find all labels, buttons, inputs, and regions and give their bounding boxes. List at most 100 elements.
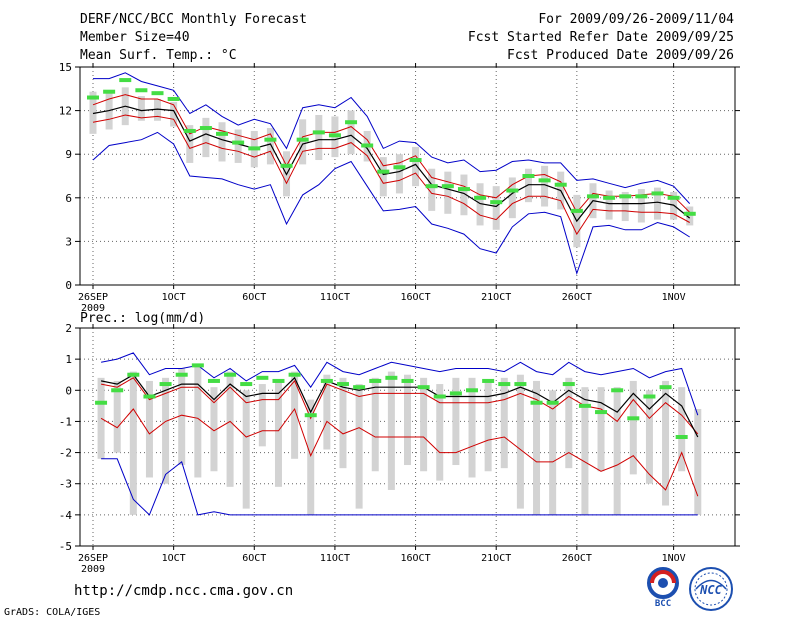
temp-observed-marker	[538, 178, 551, 183]
precip-ensemble-box	[226, 371, 234, 487]
precip-xtick-year: 2009	[81, 564, 105, 575]
precip-ensemble-box	[436, 384, 444, 481]
source-url[interactable]: http://cmdp.ncc.cma.gov.cn	[74, 583, 294, 599]
temp-observed-marker	[651, 191, 664, 196]
temp-observed-marker	[377, 169, 390, 174]
precip-observed-marker	[385, 375, 398, 380]
precip-ensemble-box	[162, 377, 170, 484]
temp-observed-marker	[199, 126, 212, 131]
precip-observed-marker	[482, 378, 495, 383]
temp-observed-marker	[328, 133, 341, 138]
precip-line-outer-lo	[101, 458, 698, 516]
precip-ensemble-box	[645, 390, 653, 484]
precip-xtick-label: 16OCT	[401, 553, 431, 564]
precip-observed-marker	[224, 372, 237, 377]
precip-observed-marker	[417, 385, 430, 390]
precip-ytick-label: -3	[59, 478, 72, 491]
precip-ytick-label: 0	[65, 384, 72, 397]
temp-line-inner-lo	[92, 114, 690, 236]
precip-ensemble-box	[484, 380, 492, 472]
precip-ensemble-box	[549, 390, 557, 515]
temp-observed-marker	[312, 130, 325, 135]
precip-observed-marker	[675, 435, 688, 439]
temp-ensemble-box	[234, 129, 242, 163]
temp-observed-marker	[296, 137, 309, 142]
precip-ensemble-box	[387, 371, 395, 490]
temp-observed-marker	[619, 194, 632, 199]
temp-ensemble-box	[605, 190, 613, 220]
precip-ensemble-box	[468, 377, 476, 478]
precip-xtick-label: 1NOV	[662, 553, 686, 564]
temp-ensemble-box	[524, 168, 532, 203]
precip-observed-marker	[159, 382, 172, 387]
temp-ensemble-box	[541, 165, 549, 207]
precip-ensemble-box	[597, 387, 605, 472]
precip-line-inner-hi	[101, 377, 699, 435]
precip-xtick-label: 6OCT	[242, 553, 266, 564]
temp-observed-marker	[151, 91, 164, 96]
precip-ensemble-box	[420, 377, 428, 472]
forecast-produced: Fcst Produced Date 2009/09/26	[507, 48, 734, 63]
precip-xtick-label: 26SEP	[78, 553, 108, 564]
temp-observed-marker	[490, 200, 503, 205]
precip-ytick-label: 1	[65, 353, 72, 366]
precip-observed-marker	[627, 416, 640, 421]
precip-observed-marker	[514, 382, 527, 387]
temp-ensemble-box	[154, 98, 162, 121]
temp-xtick-label: 1NOV	[662, 292, 686, 303]
precip-observed-marker	[401, 378, 414, 383]
temp-observed-marker	[103, 89, 116, 94]
temp-line-outer-hi	[93, 72, 691, 204]
precip-observed-marker	[240, 382, 253, 387]
member-size: Member Size=40	[80, 30, 190, 45]
chart-title: DERF/NCC/BCC Monthly Forecast	[80, 12, 307, 27]
precip-ensemble-box	[129, 371, 137, 515]
precip-observed-marker	[288, 372, 301, 377]
precip-ensemble-box	[452, 377, 460, 466]
precip-ytick-label: -5	[59, 540, 72, 553]
precip-ensemble-box	[355, 384, 363, 509]
ncc-logo: NCC	[688, 566, 734, 612]
temp-xtick-label: 16OCT	[401, 292, 431, 303]
temp-observed-marker	[457, 187, 470, 192]
temp-ensemble-box	[379, 157, 387, 197]
precip-observed-marker	[611, 388, 624, 393]
temp-ensemble-box	[476, 183, 484, 226]
precip-ensemble-box	[500, 377, 508, 469]
temp-observed-marker	[554, 182, 567, 187]
precip-observed-marker	[207, 378, 220, 383]
precip-observed-marker	[353, 385, 366, 390]
forecast-period: For 2009/09/26-2009/11/04	[538, 12, 734, 27]
temp-observed-marker	[667, 195, 680, 200]
precip-ensemble-box	[307, 399, 315, 515]
temp-ensemble-box	[460, 174, 468, 216]
temp-ensemble-box	[89, 91, 97, 134]
precip-ensemble-box	[178, 368, 186, 466]
temp-observed-marker	[264, 137, 277, 142]
temp-xtick-label: 26OCT	[562, 292, 592, 303]
temp-ensemble-box	[444, 171, 452, 214]
temp-observed-marker	[522, 174, 535, 178]
temp-ensemble-box	[170, 101, 178, 127]
precip-ensemble-box	[694, 408, 702, 515]
precip-xtick-label: 26OCT	[562, 553, 592, 564]
precip-ensemble-box	[565, 377, 573, 469]
precip-observed-marker	[546, 400, 559, 405]
ncc-logo-text: NCC	[699, 583, 722, 597]
temp-observed-marker	[216, 131, 229, 136]
temp-line-inner-hi	[92, 94, 691, 214]
temp-observed-marker	[683, 211, 696, 216]
temp-xtick-label: 11OCT	[320, 292, 350, 303]
precip-observed-marker	[562, 382, 575, 387]
precip-xtick-label: 1OCT	[162, 553, 186, 564]
precip-ensemble-box	[291, 371, 299, 459]
temp-xtick-label: 21OCT	[481, 292, 511, 303]
precip-observed-marker	[320, 378, 333, 383]
temp-observed-marker	[570, 208, 583, 213]
precip-observed-marker	[578, 403, 591, 408]
temp-observed-marker	[586, 194, 599, 199]
temp-ytick-label: 3	[65, 235, 72, 248]
temp-observed-marker	[280, 163, 293, 168]
ncc-logo-icon: NCC	[689, 567, 733, 611]
